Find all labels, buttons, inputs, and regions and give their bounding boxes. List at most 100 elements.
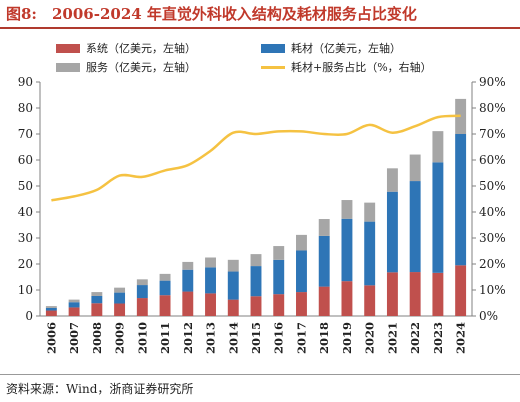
left-axis-tick-label: 10	[18, 283, 33, 297]
bar-system	[409, 272, 421, 316]
bar-consumables	[114, 292, 126, 304]
legend-item-ratio: 耗材+服务占比（%，右轴）	[261, 59, 432, 75]
bar-system	[68, 307, 80, 316]
bar-services	[250, 254, 262, 267]
ratio-line	[51, 114, 461, 202]
right-axis-tick-label: 60%	[479, 153, 506, 167]
bar-system	[296, 292, 307, 316]
x-axis-tick-label: 2021	[385, 322, 399, 354]
bar-consumables	[227, 271, 239, 300]
bar-system	[45, 310, 57, 316]
right-axis-tick-label: 90%	[479, 75, 506, 89]
left-axis-tick-label: 70	[18, 127, 33, 141]
legend-item-system: 系统（亿美元，左轴）	[56, 40, 196, 56]
bar-consumables	[455, 134, 467, 266]
legend-item-services: 服务（亿美元，左轴）	[56, 59, 196, 75]
bar-system	[273, 294, 285, 316]
bar-system	[159, 295, 171, 316]
bar-consumables	[364, 221, 376, 286]
bar-system	[136, 298, 148, 316]
x-axis-tick-label: 2007	[67, 322, 81, 354]
x-axis-tick-label: 2010	[135, 322, 149, 354]
left-axis-tick-label: 30	[18, 231, 33, 245]
legend-swatch-ratio	[261, 65, 285, 69]
legend-swatch-consumables	[261, 43, 285, 53]
bar-services	[318, 219, 330, 236]
bar-services	[205, 257, 216, 268]
bar-services	[45, 306, 57, 308]
bar-services	[341, 200, 353, 219]
x-axis-tick-label: 2017	[294, 322, 308, 354]
chart-tick-labels: 0 10 20 30 40 50 60 70 80 90 0% 10% 20% 30% 40% 50% 60% 7…	[18, 75, 506, 354]
right-axis-tick-label: 40%	[479, 205, 506, 219]
legend-label-consumables: 耗材（亿美元，左轴）	[291, 42, 401, 55]
bar-system	[205, 293, 216, 316]
bar-system	[318, 286, 330, 316]
legend-label-ratio: 耗材+服务占比（%，右轴）	[291, 61, 432, 74]
bar-consumables	[45, 307, 57, 311]
bar-services	[182, 261, 194, 270]
legend-item-consumables: 耗材（亿美元，左轴）	[261, 40, 401, 56]
right-axis-tick-label: 10%	[479, 283, 506, 297]
bar-consumables	[159, 280, 171, 296]
x-axis-tick-label: 2016	[272, 322, 286, 354]
legend-swatch-system	[56, 43, 80, 53]
right-axis-tick-label: 70%	[479, 127, 506, 141]
bar-services	[432, 131, 444, 163]
legend-label-services: 服务（亿美元，左轴）	[86, 61, 196, 74]
ratio-line-series	[51, 114, 461, 202]
bar-services	[296, 234, 307, 251]
bar-services	[91, 292, 103, 296]
bar-system	[432, 272, 444, 316]
bar-services	[409, 154, 421, 182]
bar-system	[114, 303, 126, 316]
left-axis-tick-label: 20	[18, 257, 33, 271]
left-axis-tick-label: 40	[18, 205, 33, 219]
bar-services	[114, 287, 126, 293]
x-axis-tick-label: 2014	[226, 322, 240, 354]
bar-consumables	[341, 218, 353, 282]
bar-system	[386, 272, 398, 316]
right-axis-tick-label: 30%	[479, 231, 506, 245]
left-axis-tick-label: 80	[18, 101, 33, 115]
left-axis-tick-label: 60	[18, 153, 33, 167]
bar-system	[341, 281, 353, 316]
bar-services	[159, 273, 171, 281]
bar-system	[91, 303, 103, 316]
stacked-bar-line-chart: 0 10 20 30 40 50 60 70 80 90 0% 10% 20% 30% 40% 50% 60% 7…	[18, 75, 506, 354]
x-axis-tick-label: 2022	[408, 322, 422, 354]
x-axis-tick-label: 2009	[113, 322, 127, 354]
x-axis-tick-label: 2019	[340, 322, 354, 354]
bar-consumables	[250, 266, 262, 297]
bar-system	[227, 299, 239, 316]
bar-services	[68, 299, 80, 303]
right-axis-tick-label: 20%	[479, 257, 506, 271]
bar-consumables	[91, 295, 103, 304]
source-note: 资料来源：Wind，浙商证券研究所	[6, 382, 194, 396]
bar-services	[136, 279, 148, 286]
bar-consumables	[296, 250, 307, 293]
bar-system	[182, 291, 194, 316]
source-rule	[0, 374, 520, 375]
bar-consumables	[205, 267, 216, 294]
bar-system	[364, 285, 376, 316]
bar-consumables	[68, 302, 80, 308]
legend-swatch-services	[56, 62, 80, 72]
x-axis-tick-label: 2012	[181, 322, 195, 354]
bar-system	[250, 296, 262, 316]
chart-bars	[45, 98, 467, 316]
x-axis-tick-label: 2020	[363, 322, 377, 354]
bar-consumables	[386, 191, 398, 273]
bar-consumables	[273, 259, 285, 295]
bar-services	[386, 168, 398, 192]
bar-consumables	[318, 235, 330, 287]
x-axis-tick-label: 2006	[44, 322, 58, 354]
bar-services	[227, 259, 239, 272]
left-axis-tick-label: 50	[18, 179, 33, 193]
bar-consumables	[182, 269, 194, 292]
title-rule	[0, 27, 520, 29]
bar-consumables	[409, 181, 421, 273]
chart-legend: 系统（亿美元，左轴） 耗材（亿美元，左轴） 服务（亿美元，左轴） 耗材+服务占比…	[56, 40, 506, 76]
x-axis-tick-label: 2024	[454, 322, 468, 354]
bar-system	[455, 265, 467, 316]
